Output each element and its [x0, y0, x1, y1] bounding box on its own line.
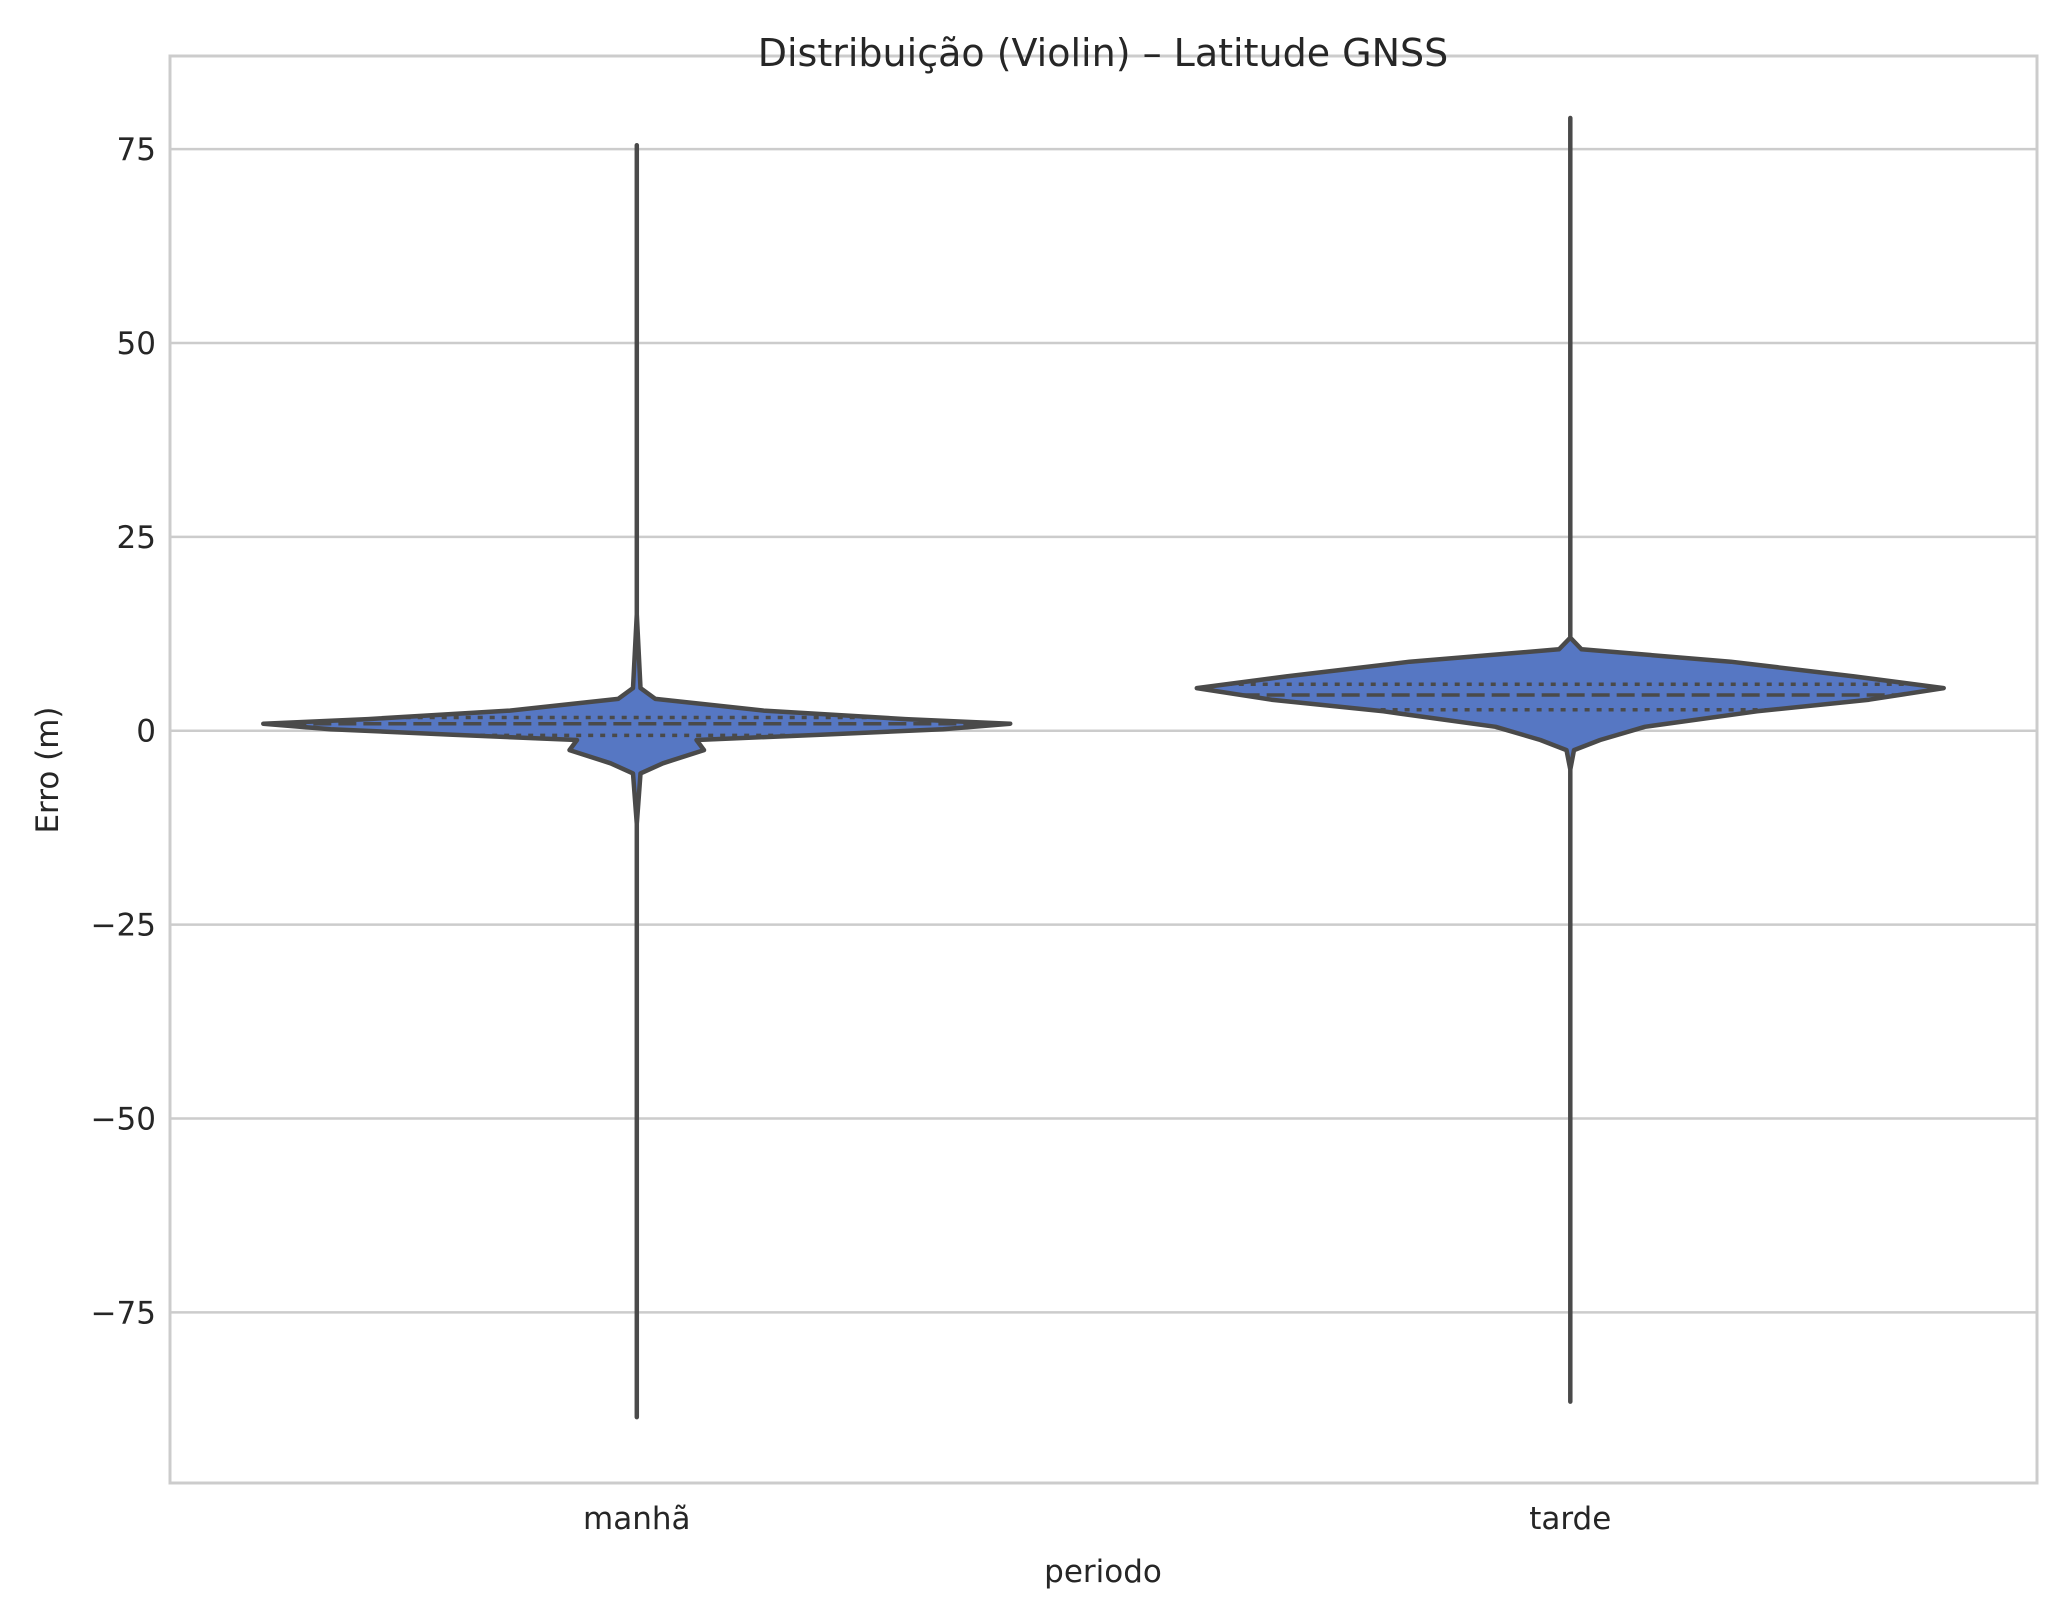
y-tick-label: −25 [91, 908, 156, 944]
y-tick-label: 25 [117, 520, 156, 556]
y-tick-labels: 75 50 25 0 −25 −50 −75 [91, 132, 156, 1331]
y-tick-label: −75 [91, 1295, 156, 1331]
y-tick-label: 75 [117, 132, 156, 168]
violin-tarde [1194, 115, 1946, 1404]
y-axis-label: Erro (m) [30, 706, 66, 833]
x-axis-label: periodo [1044, 1554, 1162, 1590]
y-tick-label: 0 [136, 714, 156, 750]
violin-body [261, 142, 1013, 1420]
y-tick-label: 50 [117, 326, 156, 362]
x-tick-labels: manhã tarde [583, 1501, 1611, 1537]
violin-body [1194, 115, 1946, 1404]
chart-title: Distribuição (Violin) – Latitude GNSS [758, 31, 1449, 75]
x-tick-label: manhã [583, 1501, 691, 1537]
violin-manha [261, 142, 1013, 1420]
x-tick-label: tarde [1529, 1501, 1611, 1537]
y-tick-label: −50 [91, 1101, 156, 1137]
violins [261, 115, 1946, 1420]
plot-frame [168, 54, 2039, 1485]
